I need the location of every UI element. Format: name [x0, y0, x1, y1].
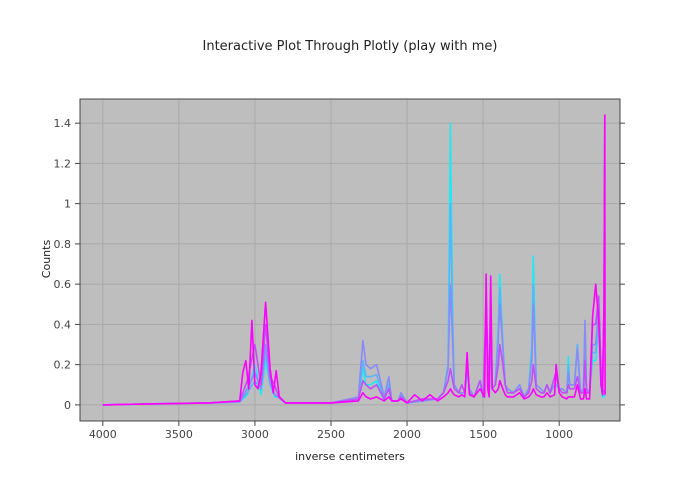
series-group: [102, 114, 606, 406]
y-tick-label: 0.8: [54, 238, 72, 251]
x-tick-label: 2000: [393, 428, 421, 441]
x-axis-title: inverse centimeters: [295, 450, 405, 463]
chart-title: Interactive Plot Through Plotly (play wi…: [203, 39, 498, 54]
y-axis-title: Counts: [40, 240, 53, 279]
y-tick-label: 0.4: [54, 318, 72, 331]
y-tick-label: 0.6: [54, 278, 72, 291]
plot-area: [80, 99, 620, 421]
y-tick-label: 1.2: [54, 157, 72, 170]
y-tick-label: 0.2: [54, 359, 72, 372]
series-line-5[interactable]: [102, 114, 606, 406]
y-tick-label: 0: [64, 399, 71, 412]
grid: [80, 99, 620, 421]
x-tick-label: 3000: [241, 428, 269, 441]
axes: 4000 3500 3000 2500 2000 1500 1000 0 0.2 0.4 0.6 0.…: [54, 117, 625, 441]
y-tick-label: 1: [64, 198, 71, 211]
y-tick-label: 1.4: [54, 117, 72, 130]
x-tick-label: 4000: [89, 428, 117, 441]
x-tick-label: 1000: [545, 428, 573, 441]
x-tick-label: 2500: [317, 428, 345, 441]
x-tick-label: 3500: [165, 428, 193, 441]
x-tick-label: 1500: [469, 428, 497, 441]
plot-frame: [79, 98, 621, 422]
